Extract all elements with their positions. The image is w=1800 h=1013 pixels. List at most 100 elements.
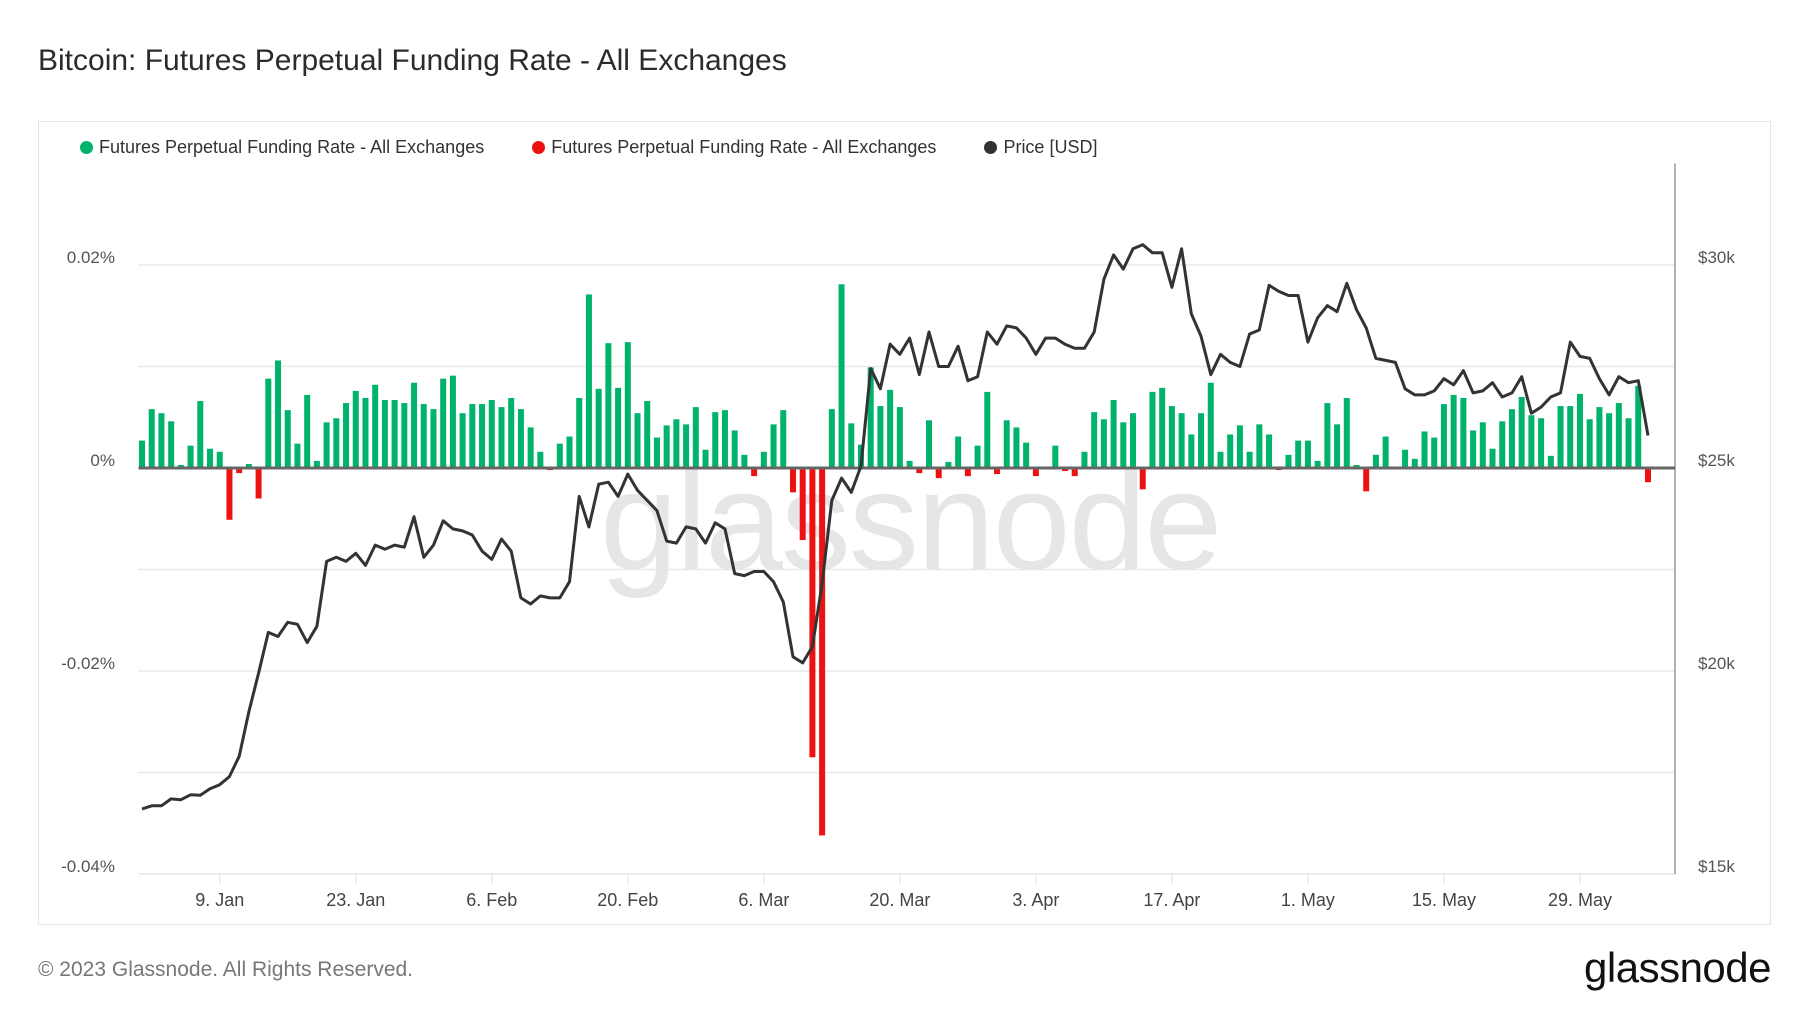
funding-bar-positive (1178, 413, 1185, 468)
funding-bar-positive (469, 404, 476, 468)
funding-bar-positive (1091, 412, 1098, 468)
funding-bar-positive (1110, 399, 1117, 468)
funding-bar-positive (653, 437, 660, 468)
funding-bar-positive (294, 443, 301, 468)
funding-bar-positive (1528, 415, 1535, 468)
funding-bar-positive (1596, 407, 1603, 468)
funding-bar-positive (1567, 406, 1574, 468)
copyright-text: © 2023 Glassnode. All Rights Reserved. (38, 958, 414, 981)
funding-bar-positive (1382, 436, 1389, 468)
funding-bar-positive (207, 448, 214, 468)
funding-bar-negative (1071, 468, 1078, 477)
funding-bar-positive (663, 425, 670, 468)
funding-bar-positive (1576, 393, 1583, 468)
y-right-tick-label: $15k (1698, 857, 1735, 876)
funding-bar-positive (945, 461, 952, 468)
funding-bar-positive (1625, 418, 1632, 468)
funding-bar-negative (226, 468, 233, 520)
funding-bar-positive (634, 413, 641, 468)
funding-bar-positive (401, 403, 408, 468)
funding-bar-positive (1081, 451, 1088, 468)
funding-bar-positive (537, 451, 544, 468)
legend-label: Futures Perpetual Funding Rate - All Exc… (551, 137, 937, 157)
y-left-tick-label: -0.04% (61, 857, 115, 876)
funding-bar-positive (304, 394, 311, 468)
funding-bar-positive (1450, 394, 1457, 468)
funding-bar-positive (1489, 448, 1496, 468)
funding-bar-negative (751, 468, 758, 477)
funding-bar-positive (702, 449, 709, 468)
funding-bar-positive (1479, 422, 1486, 468)
x-tick-label: 20. Mar (869, 890, 930, 910)
funding-bar-positive (148, 409, 155, 468)
funding-bar-positive (1266, 434, 1273, 468)
chart-container (38, 121, 1771, 925)
y-left-tick-label: 0% (90, 451, 115, 470)
funding-bar-positive (139, 440, 145, 468)
funding-bar-positive (1343, 397, 1350, 468)
funding-bar-positive (275, 360, 282, 468)
legend-dot-icon (984, 141, 998, 154)
funding-bar-positive (1207, 382, 1214, 468)
funding-bar-positive (838, 284, 845, 468)
funding-bar-positive (197, 401, 204, 468)
funding-bar-positive (1547, 455, 1554, 468)
funding-bar-positive (187, 445, 194, 468)
funding-bar-positive (692, 407, 699, 468)
funding-bar-negative (789, 468, 796, 493)
funding-bar-positive (517, 409, 524, 468)
funding-bar-positive (381, 399, 388, 468)
legend-item-positive-funding[interactable]: Futures Perpetual Funding Rate - All Exc… (80, 137, 484, 158)
funding-bar-positive (1334, 424, 1341, 468)
x-tick-label: 15. May (1412, 890, 1476, 910)
funding-bar-positive (1188, 434, 1195, 468)
funding-bar-positive (1052, 445, 1059, 468)
funding-bar-positive (313, 460, 320, 468)
funding-bar-positive (955, 436, 962, 468)
funding-bar-positive (352, 390, 359, 468)
funding-bar-positive (1149, 391, 1156, 468)
funding-bar-positive (867, 367, 874, 468)
funding-bar-positive (440, 378, 447, 468)
funding-bar-positive (488, 399, 495, 468)
funding-bar-positive (1100, 419, 1107, 468)
funding-bar-positive (1538, 418, 1545, 468)
funding-bar-positive (1324, 403, 1331, 468)
funding-bar-positive (1023, 442, 1030, 468)
funding-bar-positive (1168, 406, 1175, 468)
legend-item-negative-funding[interactable]: Futures Perpetual Funding Rate - All Exc… (532, 137, 936, 158)
funding-bar-positive (712, 412, 719, 468)
funding-bar-negative (964, 468, 971, 477)
funding-bar-positive (1421, 431, 1428, 468)
funding-bar-positive (906, 460, 913, 468)
funding-bar-positive (877, 406, 884, 468)
funding-bar-positive (1499, 421, 1506, 468)
legend-dot-icon (532, 141, 546, 154)
funding-bar-negative (255, 468, 262, 499)
funding-bar-positive (585, 294, 592, 468)
funding-bar-positive (216, 451, 223, 468)
y-right-tick-label: $30k (1698, 248, 1735, 267)
funding-bar-positive (1353, 464, 1360, 468)
x-tick-label: 6. Feb (466, 890, 517, 910)
funding-bar-positive (1013, 427, 1020, 468)
funding-bar-positive (1508, 409, 1515, 468)
x-tick-label: 20. Feb (597, 890, 658, 910)
funding-bar-positive (1372, 454, 1379, 468)
x-tick-label: 6. Mar (738, 890, 789, 910)
funding-bar-positive (770, 424, 777, 468)
y-right-tick-label: $25k (1698, 451, 1735, 470)
funding-bar-positive (1557, 406, 1564, 468)
funding-bar-positive (760, 451, 767, 468)
funding-bar-positive (284, 410, 291, 468)
funding-bar-positive (459, 413, 466, 468)
funding-bar-positive (1159, 387, 1166, 468)
legend-item-price[interactable]: Price [USD] (984, 137, 1097, 158)
funding-bar-positive (780, 410, 787, 468)
legend-label: Price [USD] (1003, 137, 1098, 157)
funding-bar-positive (498, 407, 505, 468)
funding-bar-positive (595, 388, 602, 468)
funding-bar-positive (333, 418, 340, 468)
funding-bar-positive (1256, 424, 1263, 468)
